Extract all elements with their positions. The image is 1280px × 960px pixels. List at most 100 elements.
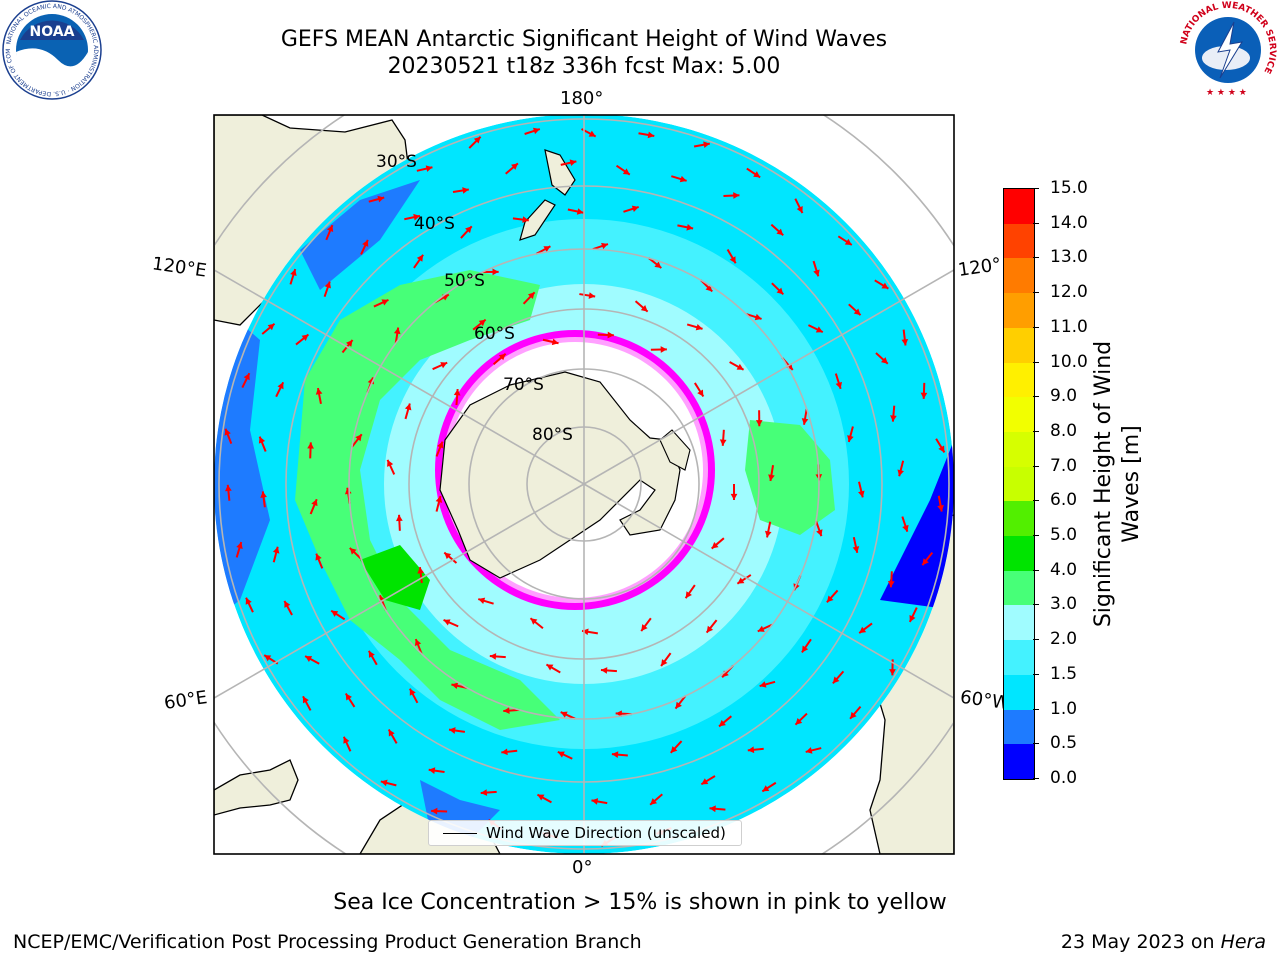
wind-arrow-head	[307, 442, 314, 449]
colorbar-cell	[1004, 397, 1034, 432]
wind-arrow-head	[588, 292, 596, 299]
wind-arrow-head	[343, 736, 350, 744]
wind-arrow-head	[377, 195, 385, 203]
wind-arrow-head	[381, 299, 389, 306]
wind-arrow-head	[324, 281, 331, 289]
wind-arrow-head	[850, 711, 857, 719]
wind-arrow-head	[801, 418, 809, 425]
graticule	[214, 115, 954, 854]
wind-arrow-head	[444, 552, 452, 560]
colorbar-cell	[1004, 258, 1034, 294]
wind-arrow-head	[759, 681, 767, 688]
wind-arrow-head	[847, 435, 854, 442]
wind-arrow-head	[501, 748, 508, 756]
wind-arrow-head	[826, 595, 834, 603]
wind-arrow-head	[796, 206, 803, 214]
wind-arrow-head	[258, 436, 266, 444]
peninsula-land	[659, 429, 691, 471]
wind-arrow-head	[938, 445, 945, 453]
wind-arrow-head	[880, 357, 888, 364]
wind-arrow-head	[560, 711, 568, 718]
colorbar-title: Significant Height of Wind Waves [m]	[1090, 341, 1146, 627]
wind-arrow-head	[607, 331, 614, 339]
colorbar-title-line2: Waves [m]	[1119, 425, 1144, 543]
colorbar-tick-label: 15.0	[1033, 179, 1088, 197]
wind-arrow-head	[909, 614, 916, 622]
wind-arrow-head	[236, 542, 243, 549]
wind-arrow-head	[881, 282, 889, 289]
wind-arrow-head	[897, 469, 904, 477]
wind-arrow-head	[355, 434, 362, 442]
wind-arrow-head	[701, 778, 709, 785]
wind-arrow-head	[380, 779, 388, 787]
wind-arrow-head	[754, 313, 762, 321]
new-zealand-north-land	[544, 149, 576, 196]
lat-label-60s: 60°S	[474, 324, 515, 344]
wind-arrow-head	[326, 225, 334, 233]
wind-arrow-head	[582, 628, 589, 636]
swh-region-high-east	[745, 420, 835, 535]
wind-arrow-head	[557, 751, 565, 758]
colorbar-tick-label: 4.0	[1032, 561, 1077, 579]
wind-arrow-head	[264, 655, 272, 662]
wind-arrow-head	[243, 373, 250, 381]
lat-label-30s: 30°S	[376, 152, 417, 172]
lon-label-0: 0°	[572, 857, 593, 878]
colorbar-tick-label: 6.0	[1032, 491, 1077, 509]
wind-arrow-head	[527, 292, 535, 300]
colorbar-tick-label: 8.0	[1032, 422, 1077, 440]
wind-arrow-head	[272, 546, 280, 554]
colorbar-cell	[1004, 501, 1034, 537]
wind-arrow-head	[346, 340, 353, 347]
colorbar-tick-label: 0.5	[1032, 734, 1077, 752]
wind-arrow-head	[537, 794, 545, 801]
nws-logo: NATIONAL WEATHER SERVICE ★ ★ ★ ★	[1179, 1, 1277, 99]
credit-host: Hera	[1220, 931, 1266, 953]
wind-arrow-head	[416, 254, 424, 262]
wind-arrow-head	[641, 624, 648, 632]
sea-ice-note: Sea Ice Concentration > 15% is shown in …	[333, 890, 947, 915]
wind-arrow-head	[315, 388, 323, 395]
wind-arrow-head	[661, 659, 668, 667]
wind-arrow-head	[733, 192, 740, 199]
wind-arrow-head	[462, 187, 469, 194]
colorbar-tick-label: 13.0	[1033, 248, 1088, 266]
wind-arrow-head	[503, 707, 510, 714]
colorbar-tick-label: 1.5	[1032, 665, 1077, 683]
colorbar-cell	[1004, 362, 1034, 398]
colorbar-cell	[1004, 744, 1034, 779]
wind-arrow-head	[368, 650, 375, 658]
wind-arrow-head	[437, 441, 444, 449]
wind-arrow-head	[670, 746, 678, 753]
wind-arrow-head	[546, 664, 554, 671]
wind-arrow-head	[622, 168, 630, 175]
wind-arrow-head	[709, 805, 716, 813]
wind-arrow-head	[805, 747, 813, 754]
colorbar-title-line1: Significant Height of Wind	[1091, 340, 1116, 628]
wind-arrow-head	[816, 529, 823, 537]
wind-arrow-head	[290, 269, 297, 276]
wind-arrow-head	[901, 339, 909, 346]
wind-arrow-head	[703, 141, 710, 149]
wind-arrow-head	[686, 224, 694, 231]
wind-arrow-head	[451, 682, 459, 690]
colorbar-cell	[1004, 293, 1034, 328]
wind-arrow-head	[224, 428, 231, 436]
wind-arrow-head	[844, 238, 852, 245]
colorbar-tick-label: 9.0	[1032, 387, 1077, 405]
wind-arrow-head	[654, 261, 662, 268]
wind-arrow-head	[435, 496, 443, 503]
colorbar-cell	[1004, 466, 1034, 502]
credit-date: 23 May 2023 on Hera	[1061, 931, 1266, 953]
colorbar	[1003, 188, 1035, 780]
wind-arrow-head	[852, 546, 860, 553]
lat-label-70s: 70°S	[503, 375, 544, 395]
wind-arrow-head	[815, 326, 823, 333]
wind-arrow-head	[569, 159, 577, 166]
lon-label-180: 180°	[560, 88, 604, 109]
wind-arrow-head	[532, 127, 540, 135]
wind-arrow-head	[730, 493, 738, 500]
wind-arrow-head	[576, 208, 584, 215]
lat-label-40s: 40°S	[414, 214, 455, 234]
swh-region-low-east	[880, 440, 954, 610]
